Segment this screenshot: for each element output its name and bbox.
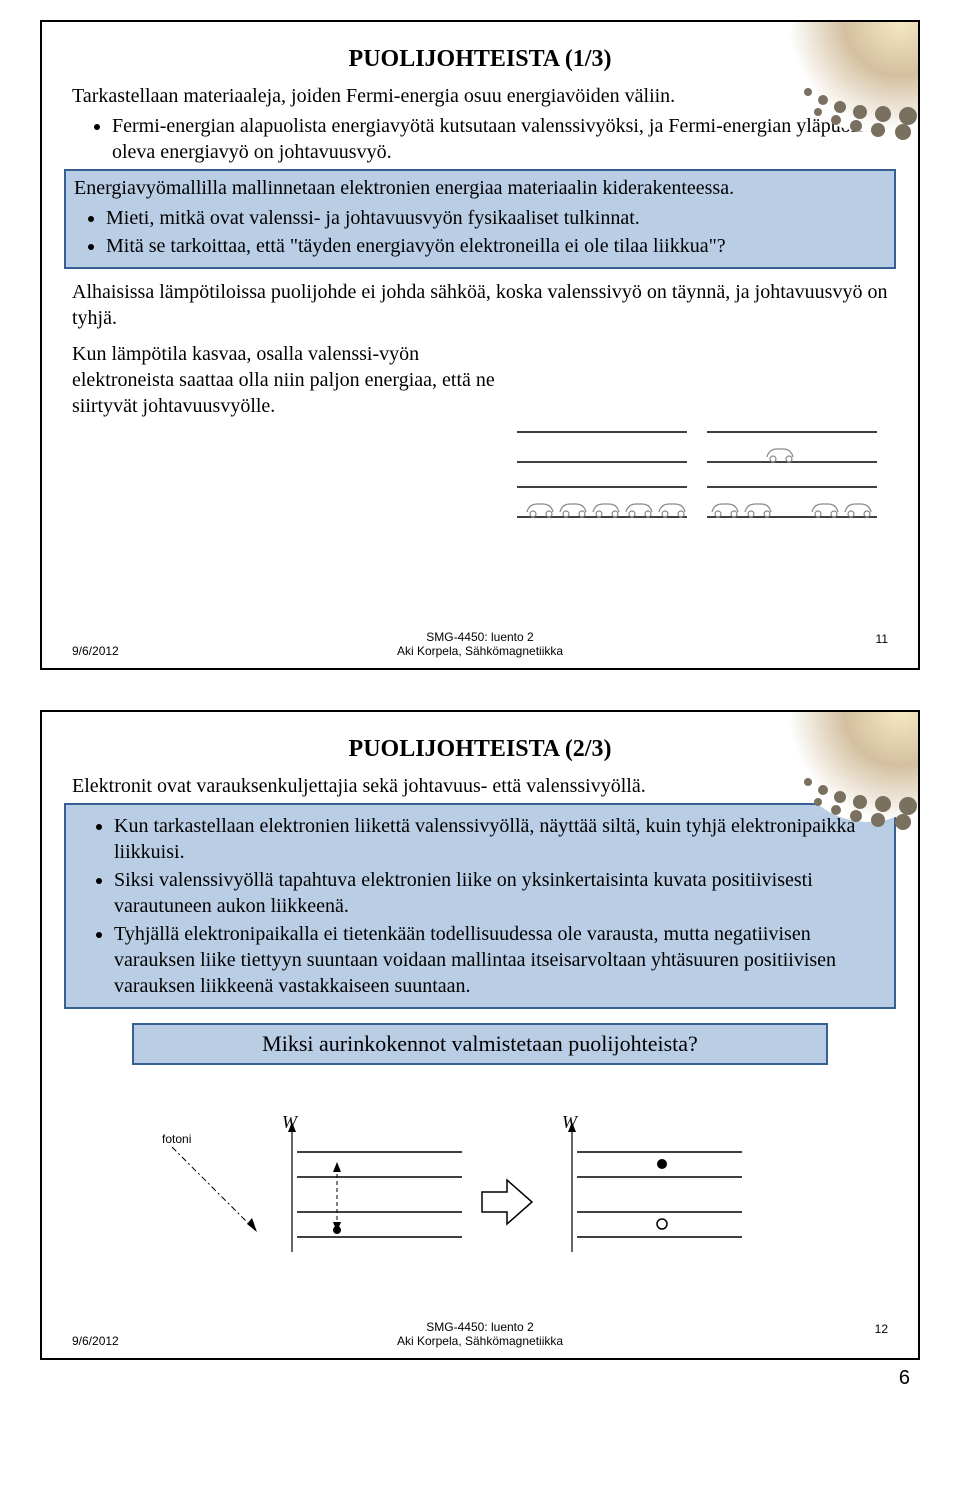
highlight-box: Kun tarkastellaan elektronien liikettä v…: [64, 803, 896, 1009]
energy-label-right: W: [562, 1112, 577, 1133]
highlight-text: Energiavyömallilla mallinnetaan elektron…: [74, 175, 886, 201]
footer-slide-number: 12: [875, 1322, 888, 1336]
highlight-bullet: Mitä se tarkoittaa, että "täyden energia…: [106, 233, 886, 259]
highlight-box: Energiavyömallilla mallinnetaan elektron…: [64, 169, 896, 269]
footer-author: Aki Korpela, Sähkömagnetiikka: [397, 644, 563, 658]
highlight-bullet: Tyhjällä elektronipaikalla ei tietenkään…: [114, 921, 886, 999]
paragraph: Alhaisissa lämpötiloissa puolijohde ei j…: [72, 279, 888, 331]
decorative-sphere-icon: [748, 22, 918, 142]
footer-date: 9/6/2012: [72, 1334, 119, 1348]
fotoni-label: fotoni: [162, 1132, 191, 1146]
footer-slide-number: 11: [876, 632, 888, 646]
photon-band-diagram: fotoni W W: [162, 1112, 762, 1272]
energy-label-left: W: [282, 1112, 297, 1133]
footer-course: SMG-4450: luento 2: [426, 630, 533, 644]
question-box: Miksi aurinkokennot valmistetaan puolijo…: [132, 1023, 828, 1065]
slide-footer: 9/6/2012 SMG-4450: luento 2 Aki Korpela,…: [72, 630, 888, 658]
slide-footer: 9/6/2012 SMG-4450: luento 2 Aki Korpela,…: [72, 1320, 888, 1348]
page-number: 6: [899, 1367, 910, 1390]
footer-course: SMG-4450: luento 2: [426, 1320, 533, 1334]
car-band-diagram: [512, 412, 882, 542]
slide-1: PUOLIJOHTEISTA (1/3) Tarkastellaan mater…: [40, 20, 920, 670]
footer-date: 9/6/2012: [72, 644, 119, 658]
slide-2: PUOLIJOHTEISTA (2/3) Elektronit ovat var…: [40, 710, 920, 1360]
decorative-sphere-icon: [748, 712, 918, 832]
highlight-bullet: Siksi valenssivyöllä tapahtuva elektroni…: [114, 867, 886, 919]
footer-author: Aki Korpela, Sähkömagnetiikka: [397, 1334, 563, 1348]
paragraph: Kun lämpötila kasvaa, osalla valenssi-vy…: [72, 341, 521, 419]
highlight-bullet: Mieti, mitkä ovat valenssi- ja johtavuus…: [106, 205, 886, 231]
